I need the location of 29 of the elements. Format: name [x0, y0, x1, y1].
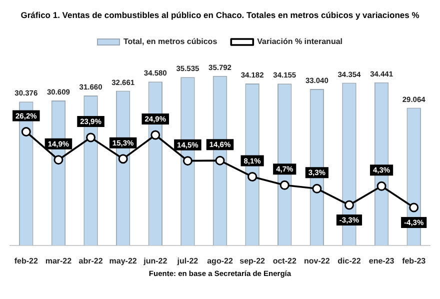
point [118, 154, 128, 164]
point [21, 127, 31, 137]
point [344, 200, 354, 210]
legend-label: Variación % interanual [257, 37, 343, 46]
x-tick-label: jun-22 [142, 256, 168, 266]
x-tick-label: mar-22 [45, 256, 72, 266]
point [376, 181, 386, 191]
point [54, 155, 64, 165]
point [409, 202, 419, 212]
x-tick-label: nov-22 [304, 256, 330, 266]
chart-title: Gráfico 1. Ventas de combustibles al público en Chaco. Totales en metros cúbicos y variaciones % [20, 9, 420, 22]
x-tick-label: may-22 [109, 256, 138, 266]
point [182, 156, 192, 166]
x-tick-label: abr-22 [78, 256, 104, 266]
x-tick-label: ene-23 [368, 256, 395, 266]
point [248, 172, 258, 182]
x-tick-label: feb-23 [402, 256, 426, 266]
point [150, 130, 160, 140]
point [280, 180, 290, 190]
point [86, 132, 96, 142]
legend-label: Total, en metros cúbicos [123, 37, 218, 46]
x-tick-label: oct-22 [272, 256, 297, 266]
x-tick-label: jul-22 [176, 256, 199, 266]
point [312, 184, 322, 194]
x-tick-label: feb-22 [14, 256, 38, 266]
x-tick-label: sep-22 [240, 256, 266, 266]
point [215, 156, 225, 166]
x-tick-label: dic-22 [338, 256, 362, 266]
x-tick-label: ago-22 [207, 256, 234, 266]
